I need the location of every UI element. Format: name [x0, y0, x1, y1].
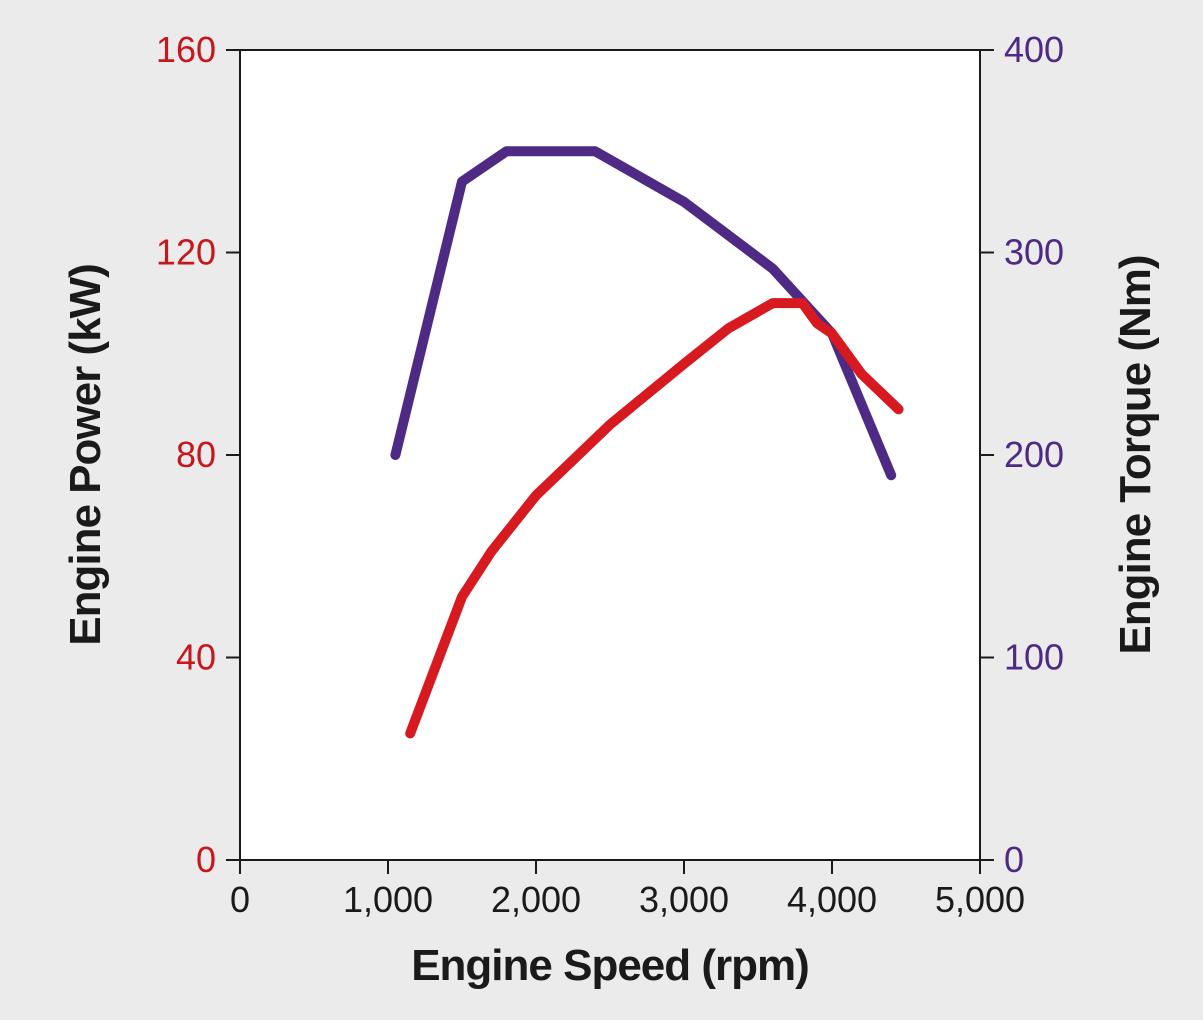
y-right-tick-label: 400: [1004, 29, 1064, 70]
y-left-tick-label: 0: [196, 839, 216, 880]
plot-area: [240, 50, 980, 860]
x-tick-label: 1,000: [343, 879, 433, 920]
y-left-tick-label: 80: [176, 434, 216, 475]
y-left-tick-label: 120: [156, 232, 216, 273]
y-right-tick-label: 100: [1004, 637, 1064, 678]
y-left-tick-label: 40: [176, 637, 216, 678]
y-left-tick-label: 160: [156, 29, 216, 70]
y-right-axis-label: Engine Torque (Nm): [1111, 255, 1160, 654]
engine-chart: 01,0002,0003,0004,0005,00004080120160010…: [0, 0, 1203, 1020]
y-right-tick-label: 300: [1004, 232, 1064, 273]
y-left-axis-label: Engine Power (kW): [61, 264, 110, 645]
chart-svg: 01,0002,0003,0004,0005,00004080120160010…: [0, 0, 1203, 1020]
x-tick-label: 4,000: [787, 879, 877, 920]
x-tick-label: 3,000: [639, 879, 729, 920]
x-tick-label: 2,000: [491, 879, 581, 920]
x-axis-label: Engine Speed (rpm): [411, 941, 809, 990]
x-tick-label: 5,000: [935, 879, 1025, 920]
x-tick-label: 0: [230, 879, 250, 920]
y-right-tick-label: 200: [1004, 434, 1064, 475]
y-right-tick-label: 0: [1004, 839, 1024, 880]
